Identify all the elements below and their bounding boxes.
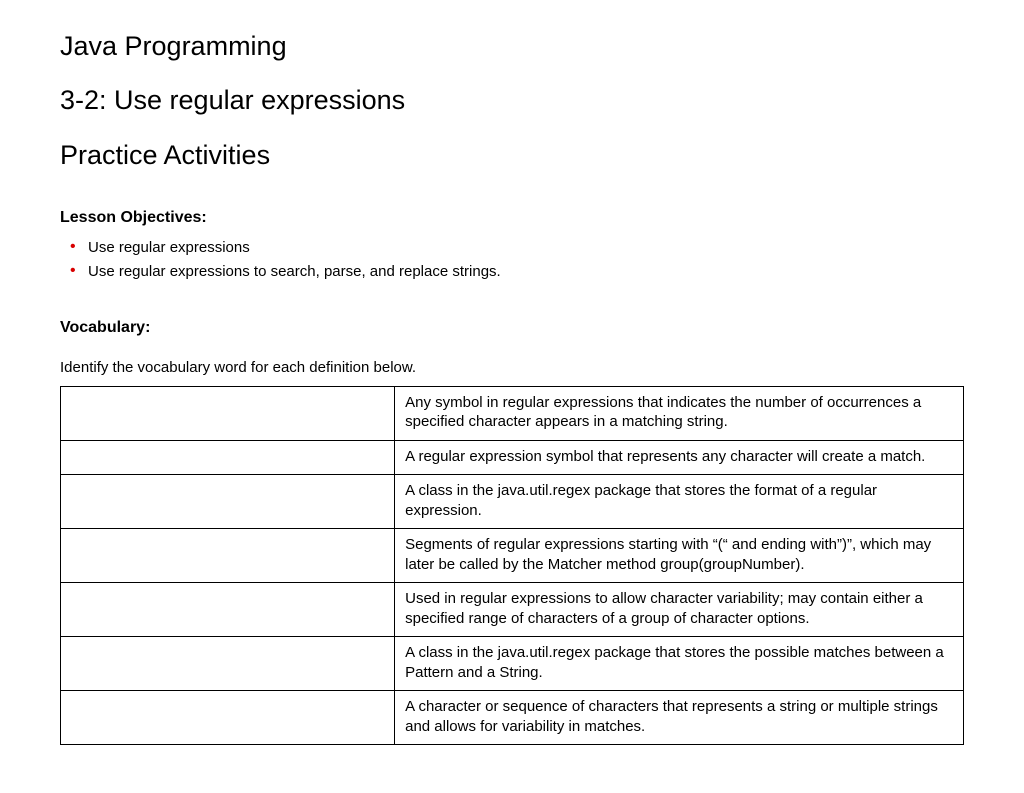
vocab-definition-cell: A class in the java.util.regex package t… bbox=[395, 475, 964, 529]
vocabulary-instruction: Identify the vocabulary word for each de… bbox=[60, 359, 964, 376]
table-row: Any symbol in regular expressions that i… bbox=[61, 386, 964, 440]
objective-item: Use regular expressions to search, parse… bbox=[88, 261, 964, 283]
title-line-3: Practice Activities bbox=[60, 137, 964, 173]
document-page: Java Programming 3-2: Use regular expres… bbox=[0, 0, 1024, 775]
vocab-definition-cell: Any symbol in regular expressions that i… bbox=[395, 386, 964, 440]
table-row: A character or sequence of characters th… bbox=[61, 691, 964, 745]
vocab-term-cell[interactable] bbox=[61, 529, 395, 583]
vocab-term-cell[interactable] bbox=[61, 475, 395, 529]
vocab-term-cell[interactable] bbox=[61, 386, 395, 440]
table-row: A class in the java.util.regex package t… bbox=[61, 475, 964, 529]
vocabulary-heading: Vocabulary: bbox=[60, 319, 964, 337]
table-row: Segments of regular expressions starting… bbox=[61, 529, 964, 583]
title-line-2: 3-2: Use regular expressions bbox=[60, 82, 964, 118]
objective-item: Use regular expressions bbox=[88, 237, 964, 259]
objectives-heading: Lesson Objectives: bbox=[60, 209, 964, 227]
vocab-term-cell[interactable] bbox=[61, 637, 395, 691]
vocab-term-cell[interactable] bbox=[61, 440, 395, 475]
table-row: A regular expression symbol that represe… bbox=[61, 440, 964, 475]
vocab-definition-cell: A character or sequence of characters th… bbox=[395, 691, 964, 745]
table-row: Used in regular expressions to allow cha… bbox=[61, 583, 964, 637]
vocab-definition-cell: A class in the java.util.regex package t… bbox=[395, 637, 964, 691]
table-row: A class in the java.util.regex package t… bbox=[61, 637, 964, 691]
objectives-list: Use regular expressions Use regular expr… bbox=[60, 237, 964, 283]
vocab-term-cell[interactable] bbox=[61, 583, 395, 637]
vocab-term-cell[interactable] bbox=[61, 691, 395, 745]
vocabulary-table: Any symbol in regular expressions that i… bbox=[60, 386, 964, 746]
vocab-definition-cell: Used in regular expressions to allow cha… bbox=[395, 583, 964, 637]
title-line-1: Java Programming bbox=[60, 28, 964, 64]
vocab-definition-cell: A regular expression symbol that represe… bbox=[395, 440, 964, 475]
vocab-definition-cell: Segments of regular expressions starting… bbox=[395, 529, 964, 583]
